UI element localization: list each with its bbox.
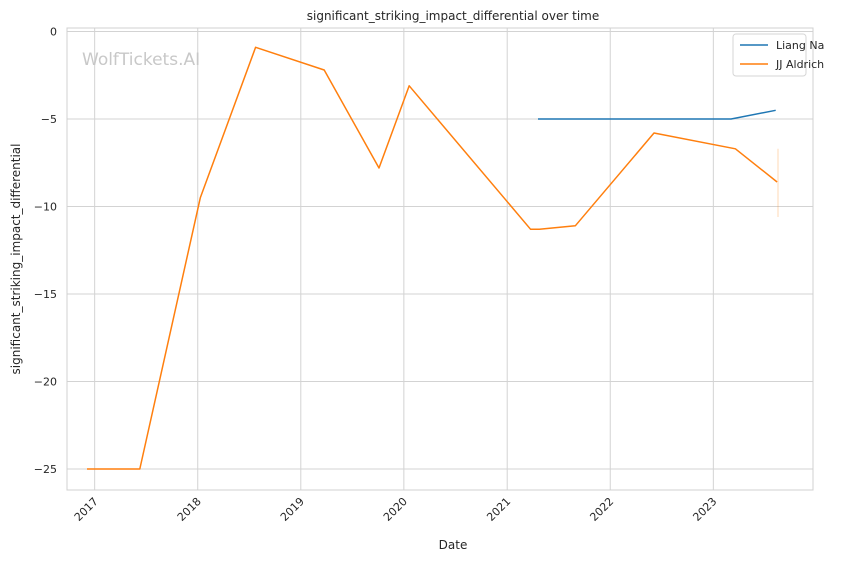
chart-title: significant_striking_impact_differential… <box>307 9 599 23</box>
x-tick-label: 2020 <box>381 495 410 524</box>
legend-label-jj-aldrich: JJ Aldrich <box>775 58 824 71</box>
y-tick-label: 0 <box>50 26 57 39</box>
x-axis-label: Date <box>439 538 468 552</box>
x-tick-label: 2023 <box>690 495 719 524</box>
watermark: WolfTickets.AI <box>82 50 200 70</box>
plot-area <box>66 27 814 491</box>
y-axis-ticks: 0 −5 −10 −15 −20 −25 <box>34 26 57 477</box>
y-tick-label: −20 <box>34 376 57 389</box>
y-tick-label: −5 <box>41 113 57 126</box>
series-line-jj-aldrich <box>87 46 778 470</box>
legend-items: Liang Na JJ Aldrich <box>740 39 824 71</box>
x-tick-label: 2017 <box>72 495 101 524</box>
x-tick-label: 2019 <box>278 495 307 524</box>
legend: Liang Na JJ Aldrich <box>732 33 824 77</box>
x-tick-label: 2018 <box>175 495 204 524</box>
y-axis-label: significant_striking_impact_differential <box>9 144 23 375</box>
x-tick-label: 2021 <box>484 495 513 524</box>
series <box>87 46 779 470</box>
x-tick-label: 2022 <box>587 495 616 524</box>
grid <box>67 28 813 490</box>
x-axis-ticks: 2017 2018 2019 2020 2021 2022 2023 <box>72 495 720 524</box>
y-tick-label: −10 <box>34 201 57 214</box>
series-line-liang-na <box>538 109 776 120</box>
legend-label-liang-na: Liang Na <box>776 39 824 52</box>
y-tick-label: −15 <box>34 288 57 301</box>
y-tick-label: −25 <box>34 463 57 476</box>
